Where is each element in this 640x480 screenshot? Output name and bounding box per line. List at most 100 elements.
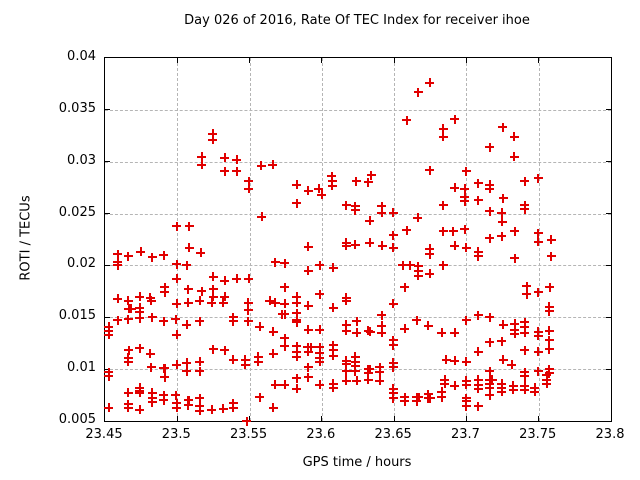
x-tick-mark — [393, 58, 395, 63]
data-point-marker — [292, 298, 302, 308]
data-point-marker — [350, 205, 360, 215]
y-tick-mark — [606, 161, 611, 163]
data-point-marker — [437, 387, 447, 397]
data-point-marker — [218, 404, 228, 414]
data-point-marker — [253, 352, 263, 362]
x-gridline — [321, 58, 323, 421]
data-point-marker — [388, 230, 398, 240]
data-point-marker — [461, 243, 471, 253]
data-point-marker — [292, 308, 302, 318]
data-point-marker — [412, 396, 422, 406]
data-point-marker — [327, 171, 337, 181]
data-point-marker — [460, 196, 470, 206]
data-point-marker — [315, 289, 325, 299]
data-point-marker — [450, 356, 460, 366]
y-tick-mark — [606, 109, 611, 111]
data-point-marker — [377, 328, 387, 338]
data-point-marker — [160, 363, 170, 373]
data-point-marker — [315, 342, 325, 352]
data-point-marker — [147, 252, 157, 262]
data-point-marker — [522, 281, 532, 291]
data-point-marker — [123, 403, 133, 413]
data-point-marker — [182, 358, 192, 368]
data-point-marker — [113, 294, 123, 304]
data-point-marker — [303, 372, 313, 382]
data-point-marker — [218, 298, 228, 308]
data-point-marker — [280, 258, 290, 268]
data-point-marker — [544, 368, 554, 378]
data-point-marker — [473, 251, 483, 261]
data-point-marker — [136, 247, 146, 257]
data-point-marker — [123, 357, 133, 367]
data-point-marker — [240, 355, 250, 365]
data-point-marker — [388, 208, 398, 218]
x-tick-mark — [465, 416, 467, 421]
data-point-marker — [280, 341, 290, 351]
data-point-marker — [268, 403, 278, 413]
data-point-marker — [135, 343, 145, 353]
data-point-marker — [242, 416, 252, 426]
data-point-marker — [497, 336, 507, 346]
data-point-marker — [265, 296, 275, 306]
data-point-marker — [363, 177, 373, 187]
data-point-marker — [508, 385, 518, 395]
data-point-marker — [450, 183, 460, 193]
data-point-marker — [208, 292, 218, 302]
data-point-marker — [352, 316, 362, 326]
data-point-marker — [197, 286, 207, 296]
y-tick-mark — [105, 213, 110, 215]
data-point-marker — [184, 395, 194, 405]
data-point-marker — [159, 395, 169, 405]
data-point-marker — [473, 401, 483, 411]
x-tick-mark — [465, 58, 467, 63]
data-point-marker — [292, 341, 302, 351]
data-point-marker — [520, 322, 530, 332]
data-point-marker — [533, 287, 543, 297]
data-point-marker — [232, 274, 242, 284]
data-point-marker — [183, 298, 193, 308]
data-point-marker — [104, 371, 114, 381]
data-point-marker — [303, 266, 313, 276]
data-point-marker — [533, 366, 543, 376]
data-point-marker — [159, 316, 169, 326]
data-point-marker — [123, 296, 133, 306]
data-point-marker — [341, 200, 351, 210]
data-point-marker — [375, 376, 385, 386]
x-tick-mark — [249, 58, 251, 63]
data-point-marker — [317, 190, 327, 200]
data-point-marker — [485, 312, 495, 322]
x-tick-label: 23.65 — [374, 427, 412, 442]
data-point-marker — [195, 316, 205, 326]
y-tick-label: 0.04 — [67, 49, 96, 64]
x-tick-mark — [176, 416, 178, 421]
data-point-marker — [544, 306, 554, 316]
x-tick-mark — [538, 416, 540, 421]
data-point-marker — [195, 393, 205, 403]
data-point-marker — [423, 321, 433, 331]
x-tick-mark — [321, 58, 323, 63]
data-point-marker — [172, 221, 182, 231]
data-point-marker — [341, 376, 351, 386]
data-point-marker — [123, 314, 133, 324]
data-point-marker — [171, 314, 181, 324]
data-point-marker — [520, 385, 530, 395]
data-point-marker — [510, 319, 520, 328]
data-point-marker — [341, 359, 351, 369]
data-point-marker — [352, 376, 362, 386]
data-point-marker — [220, 292, 230, 302]
data-point-marker — [292, 384, 302, 394]
data-point-marker — [253, 357, 263, 367]
data-point-marker — [328, 263, 338, 272]
data-point-marker — [498, 355, 508, 365]
data-point-marker — [292, 198, 302, 208]
data-point-marker — [328, 345, 338, 355]
data-point-marker — [461, 315, 471, 325]
data-point-marker — [402, 115, 412, 125]
data-point-marker — [460, 184, 470, 194]
data-point-marker — [497, 208, 507, 218]
data-point-marker — [104, 330, 114, 340]
data-point-marker — [509, 132, 519, 142]
data-point-marker — [268, 349, 278, 359]
data-point-marker — [507, 360, 517, 370]
data-point-marker — [377, 201, 387, 211]
